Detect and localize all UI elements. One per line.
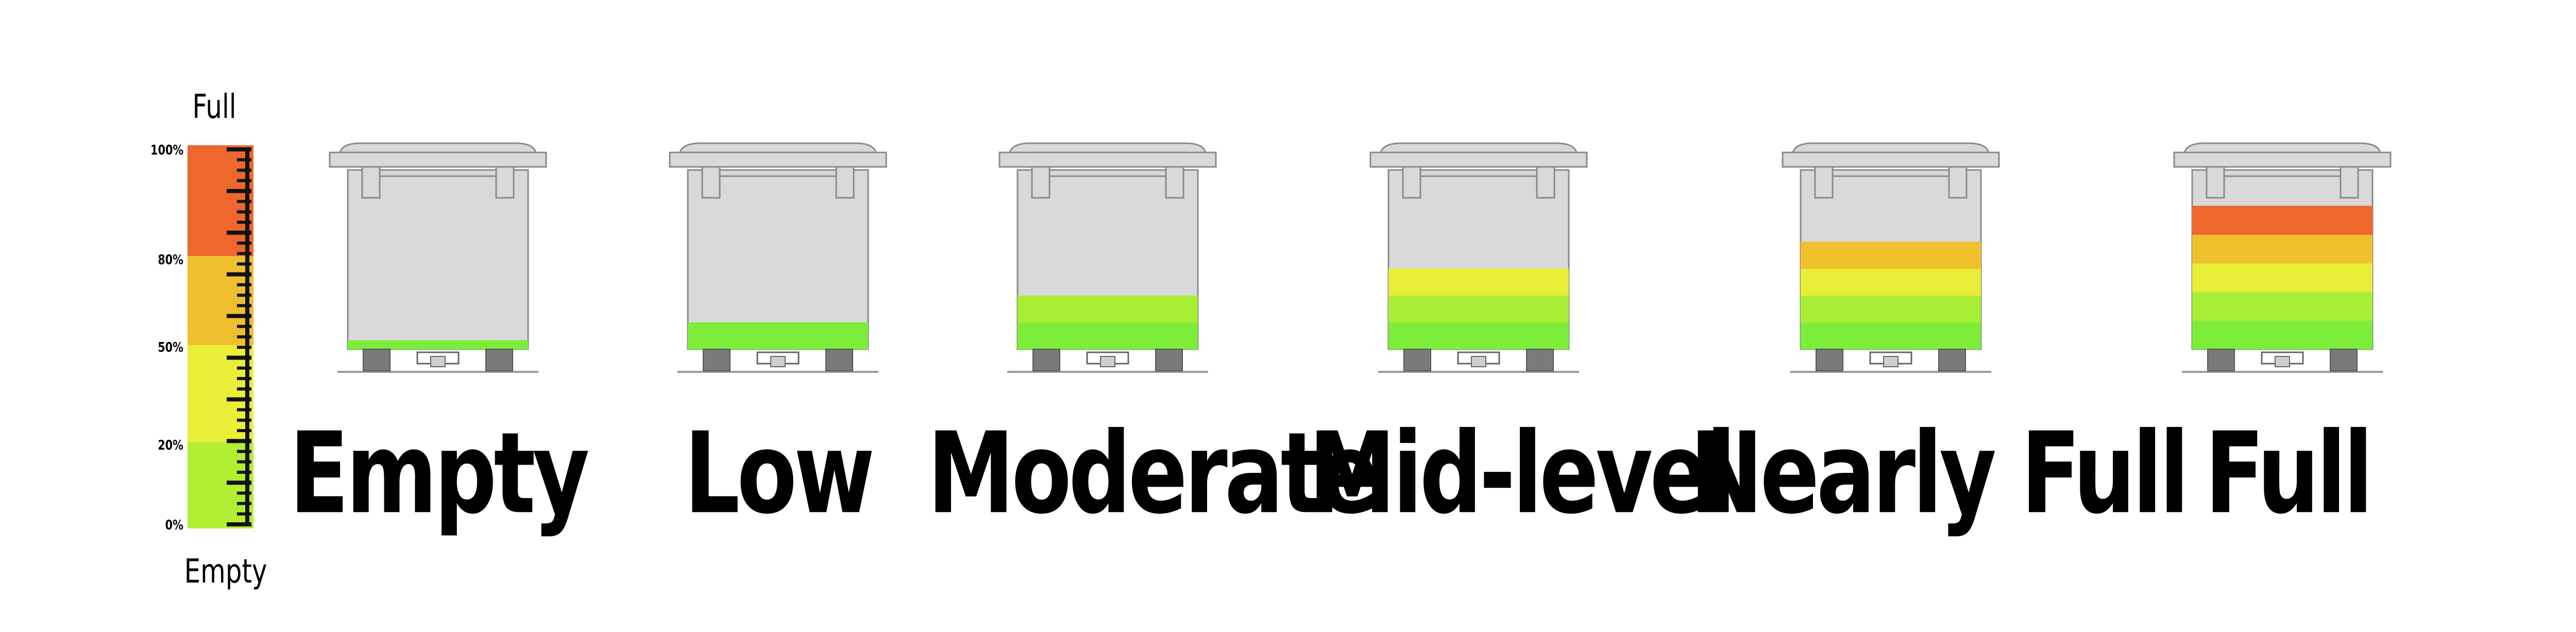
- bin-wheel-right: [1526, 349, 1554, 371]
- bin-wheel-left: [1032, 349, 1060, 371]
- bin-hinge-left: [1402, 166, 1421, 199]
- bin-lid-top: [1009, 142, 1207, 153]
- bin-wheel-left: [1816, 349, 1843, 371]
- bin-mid-level: [1369, 142, 1588, 373]
- bin-moderate: [998, 142, 1217, 373]
- bin-lid-top: [1792, 142, 1990, 153]
- bin-wheel-right: [485, 349, 513, 371]
- bin-sensor-core: [770, 356, 786, 367]
- bin-lid: [998, 151, 1217, 168]
- bin-sensor-core: [1883, 356, 1899, 367]
- bin-fill-band: [1801, 322, 1981, 350]
- bin-fill-band: [1388, 322, 1569, 350]
- bin-wheel-right: [1938, 349, 1966, 371]
- bin-fill-band: [2192, 206, 2372, 235]
- bin-fill-band: [1018, 322, 1198, 350]
- bin-wheel-left: [2207, 349, 2235, 371]
- bin-wheel-right: [1155, 349, 1183, 371]
- bin-fill-band: [1388, 268, 1569, 296]
- bin-fill-band: [1388, 295, 1569, 323]
- bin-lid: [1369, 151, 1588, 168]
- bin-lid: [669, 151, 887, 168]
- scale-top-label: Full: [192, 88, 236, 126]
- bin-fill-band: [1801, 242, 1981, 269]
- bin-sensor-core: [2275, 356, 2290, 367]
- bin-fill-band: [2192, 320, 2372, 350]
- bin-lid: [1782, 151, 2000, 168]
- bin-empty: [329, 142, 547, 373]
- bin-fill-band: [348, 340, 528, 350]
- bin-hinge-right: [2340, 166, 2359, 199]
- scale-tick-label-100: 100%: [150, 143, 184, 158]
- bin-full: [2173, 142, 2392, 373]
- scale-tick-label-50: 50%: [158, 340, 183, 355]
- bin-label-full: Full: [2205, 408, 2373, 539]
- bin-wheel-left: [363, 349, 391, 371]
- scale-band-yellow: [188, 345, 253, 442]
- bin-hinge-right: [1165, 166, 1184, 199]
- scale-ticks: [227, 147, 251, 526]
- bin-low: [669, 142, 887, 373]
- bin-lid-top: [679, 142, 877, 153]
- bin-label-moderate: Moderate: [927, 408, 1379, 539]
- bin-lid-top: [2183, 142, 2381, 153]
- bin-label-nearly-full: Nearly Full: [1690, 408, 2190, 539]
- bin-wheel-right: [825, 349, 853, 371]
- bin-nearly-full: [1782, 142, 2000, 373]
- bin-wheel-left: [1403, 349, 1431, 371]
- bin-hinge-left: [701, 166, 721, 199]
- bin-lid-top: [339, 142, 537, 153]
- scale-tick-label-80: 80%: [158, 252, 183, 268]
- scale-tick-label-20: 20%: [158, 438, 183, 453]
- bin-hinge-left: [1031, 166, 1050, 199]
- bin-label-empty: Empty: [289, 408, 589, 539]
- bin-fill-band: [2192, 292, 2372, 321]
- bin-lid: [2173, 151, 2392, 168]
- scale-band-amber: [188, 256, 253, 345]
- bin-fill-band: [2192, 263, 2372, 293]
- bin-wheel-left: [703, 349, 731, 371]
- bin-hinge-right: [1948, 166, 1968, 199]
- bin-fill-band: [2192, 234, 2372, 264]
- bin-lid-top: [1380, 142, 1578, 153]
- bin-sensor-core: [1100, 356, 1115, 367]
- bin-hinge-right: [1536, 166, 1555, 199]
- bin-label-low: Low: [684, 408, 875, 539]
- scale-tick-label-0: 0%: [165, 518, 183, 533]
- bin-sensor-core: [430, 356, 446, 367]
- bin-hinge-right: [835, 166, 855, 199]
- bin-hinge-left: [361, 166, 381, 199]
- bin-label-mid-level: Mid-level: [1309, 408, 1736, 539]
- bin-lid: [329, 151, 547, 168]
- bin-fill-band: [688, 322, 868, 350]
- bin-hinge-left: [1814, 166, 1834, 199]
- bin-hinge-right: [495, 166, 515, 199]
- bin-body: [687, 169, 869, 350]
- bin-hinge-left: [2206, 166, 2225, 199]
- bin-sensor-core: [1471, 356, 1486, 367]
- bin-fill-band: [1801, 268, 1981, 296]
- bin-wheel-right: [2330, 349, 2358, 371]
- bin-fill-band: [1018, 295, 1198, 323]
- bin-fill-band: [1801, 295, 1981, 323]
- bin-body: [347, 169, 529, 350]
